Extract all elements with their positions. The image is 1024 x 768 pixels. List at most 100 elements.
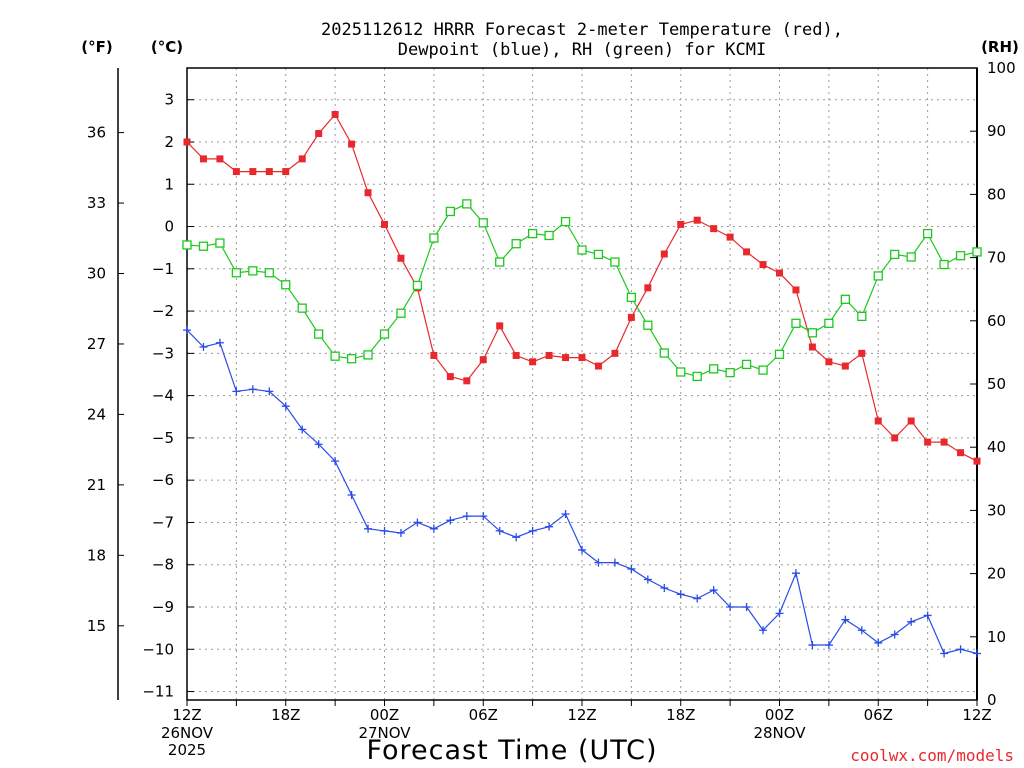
chart-title-line-1: 2025112612 HRRR Forecast 2-meter Tempera… [321,20,843,40]
rh-point [922,228,933,239]
temperature-point [315,130,323,138]
rh-point [643,320,653,330]
x-year-label: 2025 [168,741,206,759]
rh-point [198,241,209,251]
rh-point [511,239,521,249]
temperature-point [463,377,471,385]
rh-point [906,252,916,262]
temperature-point [348,140,356,148]
temperature-point [216,155,224,163]
rh-point [577,245,587,255]
rh-point [890,249,900,260]
temperature-point [940,438,948,446]
x-tick-label: 12Z [567,706,596,724]
temperature-point [841,362,849,370]
dewpoint-point [709,586,718,595]
fahrenheit-tick-label: 24 [87,405,106,423]
fahrenheit-tick-label: 30 [87,264,106,282]
temperature-point [776,269,783,277]
rh-tick-label: 100 [987,59,1016,77]
data-series [182,111,982,658]
rh-point [330,351,340,361]
temperature-point [430,351,438,359]
rh-tick-label: 50 [987,375,1006,393]
celsius-unit-label: (°C) [151,38,183,56]
rh-point [824,318,834,328]
rh-point [807,328,818,338]
rh-point [593,249,604,260]
rh-tick-label: 30 [987,501,1006,519]
x-axis-title: Forecast Time (UTC) [366,735,657,766]
celsius-tick-label: −2 [152,302,174,320]
dewpoint-point [215,338,224,347]
dewpoint-point [956,645,965,654]
rh-unit-label: (RH) [981,38,1019,56]
rh-point [972,247,982,257]
dewpoint-point [940,649,949,658]
dewpoint-point [380,526,389,535]
rh-point [676,367,686,377]
dewpoint-point [479,512,488,521]
celsius-tick-label: −4 [152,387,174,405]
rh-point [379,329,390,339]
temperature-point [611,349,619,357]
rh-point [264,268,274,278]
celsius-tick-label: −9 [152,598,174,616]
temperature-point [792,286,800,294]
dewpoint-point [528,526,537,535]
rh-point [725,367,735,378]
dewpoint-point [364,524,373,533]
temperature-line [186,113,978,462]
rh-point [741,359,752,370]
x-tick-label: 06Z [864,706,893,724]
x-tick-label: 06Z [469,706,498,724]
temperature-point [660,250,668,258]
rh-point [281,280,291,290]
x-date-label: 28NOV [753,724,806,742]
plot-frame [186,67,978,701]
temperature-point [249,168,257,176]
dewpoint-point [396,529,405,538]
celsius-tick-label: −7 [152,513,174,531]
celsius-tick-label: −6 [152,471,174,489]
rh-tick-label: 0 [987,691,997,709]
temperature-point [578,354,586,362]
dewpoint-point [446,516,455,525]
temperature-point [562,354,570,362]
dewpoint-point [199,343,208,352]
dewpoint-point [298,425,307,434]
celsius-tick-label: 0 [164,218,174,236]
dewpoint-point [610,558,619,567]
rh-tick-label: 70 [987,249,1006,267]
x-tick-label: 12Z [962,706,991,724]
rh-point [955,251,966,261]
temperature-point [710,225,718,233]
rh-tick-label: 80 [987,185,1006,203]
temperature-point [446,373,454,381]
dewpoint-point [248,385,257,394]
rh-point [231,268,242,278]
temperature-point [644,284,652,292]
dewpoint-point [429,524,438,533]
rh-point [182,240,192,250]
temperature-point [479,356,487,364]
temperature-point [677,220,685,228]
dewpoint-point [841,615,850,624]
rh-tick-label: 40 [987,438,1006,456]
rh-point [560,216,571,227]
dewpoint-point [265,387,274,396]
x-tick-label: 00Z [370,706,399,724]
temperature-point [693,216,701,224]
temperature-point [529,358,537,366]
x-tick-label: 18Z [666,706,695,724]
rh-point [840,294,850,304]
temperature-point [808,343,816,351]
temperature-point [364,189,372,197]
rh-point [544,230,554,241]
celsius-tick-label: −3 [152,344,174,362]
temperature-point [924,438,932,446]
dewpoint-point [643,575,652,584]
celsius-tick-label: −8 [152,556,174,574]
celsius-tick-label: 1 [164,175,174,193]
temperature-point [298,155,306,163]
